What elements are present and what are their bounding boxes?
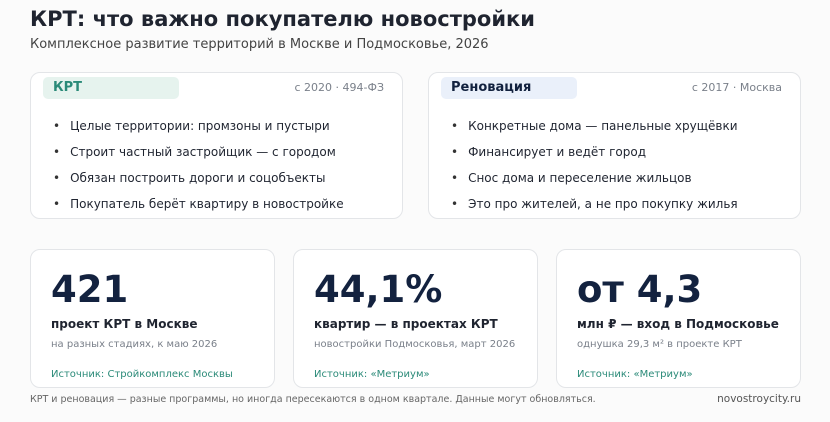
list: Целые территории: промзоны и пустыри Стр… xyxy=(53,117,344,221)
list-item: Это про жителей, а не про покупку жилья xyxy=(451,195,738,221)
list: Конкретные дома — панельные хрущёвки Фин… xyxy=(451,117,738,221)
list-item: Конкретные дома — панельные хрущёвки xyxy=(451,117,738,143)
stat-card: 421 проект КРТ в Москве на разных стадия… xyxy=(30,249,275,388)
stat-source: Источник: Стройкомплекс Москвы xyxy=(51,369,233,380)
stat-source: Источник: «Метриум» xyxy=(314,369,430,380)
stat-label: млн ₽ — вход в Подмосковье xyxy=(577,317,779,331)
list-item: Снос дома и переселение жильцов xyxy=(451,169,738,195)
list-item: Целые территории: промзоны и пустыри xyxy=(53,117,344,143)
footer-note: КРТ и реновация — разные программы, но и… xyxy=(30,394,596,405)
stat-card: 44,1% квартир — в проектах КРТ новострой… xyxy=(293,249,538,388)
card-meta: с 2020 · 494-ФЗ xyxy=(294,81,384,94)
list-item: Обязан построить дороги и соцобъекты xyxy=(53,169,344,195)
title: КРТ: что важно покупателю новостройки xyxy=(30,7,536,31)
footer-site: novostroycity.ru xyxy=(717,393,801,405)
stat-value: 421 xyxy=(51,268,129,311)
stat-note: на разных стадиях, к маю 2026 xyxy=(51,339,218,350)
card: Реновация с 2017 · Москва Конкретные дом… xyxy=(428,72,801,219)
card-tag: Реновация xyxy=(441,77,577,99)
list-item: Строит частный застройщик — с городом xyxy=(53,143,344,169)
stat-source: Источник: «Метриум» xyxy=(577,369,693,380)
list-item: Покупатель берёт квартиру в новостройке xyxy=(53,195,344,221)
stat-value: от 4,3 xyxy=(577,268,703,311)
stat-value: 44,1% xyxy=(314,268,443,311)
card-tag: КРТ xyxy=(43,77,179,99)
stat-card: от 4,3 млн ₽ — вход в Подмосковье однушк… xyxy=(556,249,801,388)
card: КРТ с 2020 · 494-ФЗ Целые территории: пр… xyxy=(30,72,403,219)
card-meta: с 2017 · Москва xyxy=(691,81,782,94)
stat-note: однушка 29,3 м² в проекте КРТ xyxy=(577,339,742,350)
subtitle: Комплексное развитие территорий в Москве… xyxy=(30,37,489,52)
list-item: Финансирует и ведёт город xyxy=(451,143,738,169)
stat-label: квартир — в проектах КРТ xyxy=(314,317,498,331)
stat-note: новостройки Подмосковья, март 2026 xyxy=(314,339,516,350)
stat-label: проект КРТ в Москве xyxy=(51,317,198,331)
